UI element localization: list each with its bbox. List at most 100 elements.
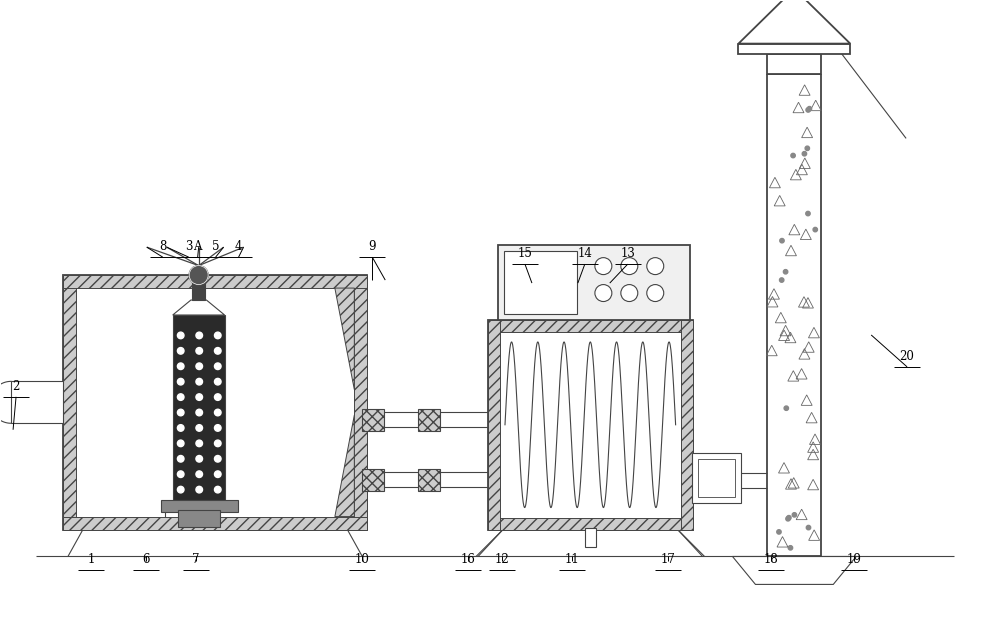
Bar: [767, 53, 821, 74]
Bar: [63, 275, 367, 530]
Polygon shape: [738, 0, 850, 44]
Circle shape: [177, 486, 184, 493]
Bar: [488, 320, 693, 530]
Circle shape: [595, 284, 612, 302]
Bar: [161, 500, 238, 512]
Circle shape: [802, 152, 807, 156]
Text: 18: 18: [764, 554, 779, 566]
Text: 20: 20: [900, 350, 915, 363]
Circle shape: [784, 406, 788, 410]
Circle shape: [214, 363, 221, 370]
Text: A: A: [193, 240, 202, 253]
Circle shape: [177, 394, 184, 401]
Circle shape: [177, 409, 184, 416]
Circle shape: [595, 258, 612, 274]
Bar: [738, 44, 850, 53]
Text: 6: 6: [142, 554, 150, 566]
Circle shape: [805, 146, 810, 150]
Circle shape: [177, 378, 184, 385]
Text: 2: 2: [12, 380, 20, 393]
Circle shape: [807, 107, 812, 111]
Bar: [63, 275, 76, 530]
Circle shape: [196, 332, 203, 338]
Text: 5: 5: [212, 240, 219, 253]
Text: 3: 3: [185, 240, 192, 253]
Circle shape: [621, 284, 638, 302]
Text: 4: 4: [235, 240, 242, 253]
Bar: [681, 320, 693, 530]
Circle shape: [214, 394, 221, 401]
Circle shape: [189, 265, 208, 284]
Bar: [178, 509, 220, 526]
Circle shape: [786, 517, 790, 521]
Bar: [173, 315, 225, 500]
Circle shape: [214, 409, 221, 416]
Circle shape: [783, 270, 788, 274]
Circle shape: [806, 108, 810, 112]
Polygon shape: [335, 415, 354, 516]
Circle shape: [177, 363, 184, 370]
Circle shape: [779, 278, 784, 282]
Bar: [418, 409, 440, 431]
Circle shape: [177, 347, 184, 354]
Circle shape: [647, 258, 664, 274]
Text: 11: 11: [564, 554, 579, 566]
Text: 14: 14: [577, 247, 592, 260]
Circle shape: [214, 332, 221, 338]
Circle shape: [196, 409, 203, 416]
Polygon shape: [732, 556, 856, 584]
Text: 12: 12: [495, 554, 509, 566]
Circle shape: [813, 227, 817, 232]
Circle shape: [792, 512, 797, 517]
Text: 13: 13: [620, 247, 635, 260]
Bar: [698, 458, 735, 497]
Bar: [418, 469, 440, 491]
Circle shape: [787, 516, 791, 520]
Text: 19: 19: [847, 554, 862, 566]
Circle shape: [177, 332, 184, 338]
Circle shape: [196, 455, 203, 462]
Circle shape: [177, 455, 184, 462]
Bar: [692, 453, 741, 502]
Circle shape: [177, 440, 184, 446]
Bar: [488, 320, 693, 332]
Circle shape: [780, 239, 784, 243]
Circle shape: [214, 378, 221, 385]
Circle shape: [196, 394, 203, 401]
Bar: [362, 469, 384, 491]
Bar: [192, 282, 205, 300]
Text: 10: 10: [355, 554, 370, 566]
Circle shape: [196, 363, 203, 370]
Text: 15: 15: [518, 247, 532, 260]
Circle shape: [791, 153, 795, 157]
Circle shape: [196, 440, 203, 446]
Circle shape: [788, 545, 793, 550]
Bar: [362, 409, 384, 431]
Bar: [498, 245, 690, 320]
Circle shape: [214, 440, 221, 446]
Circle shape: [214, 471, 221, 478]
Circle shape: [647, 284, 664, 302]
Circle shape: [177, 425, 184, 431]
Circle shape: [196, 347, 203, 354]
Bar: [488, 320, 500, 530]
Bar: [63, 516, 367, 530]
Bar: [11, 382, 63, 424]
Bar: [354, 275, 367, 530]
Circle shape: [196, 471, 203, 478]
Polygon shape: [173, 300, 225, 315]
Circle shape: [214, 347, 221, 354]
Circle shape: [196, 378, 203, 385]
Text: 7: 7: [192, 554, 199, 566]
Bar: [504, 251, 577, 314]
Circle shape: [621, 258, 638, 274]
Circle shape: [214, 455, 221, 462]
Circle shape: [806, 211, 810, 216]
Circle shape: [806, 525, 811, 530]
Circle shape: [177, 471, 184, 478]
Circle shape: [196, 486, 203, 493]
Bar: [63, 275, 367, 288]
Text: 1: 1: [87, 554, 95, 566]
Bar: [585, 528, 596, 547]
Circle shape: [196, 425, 203, 431]
